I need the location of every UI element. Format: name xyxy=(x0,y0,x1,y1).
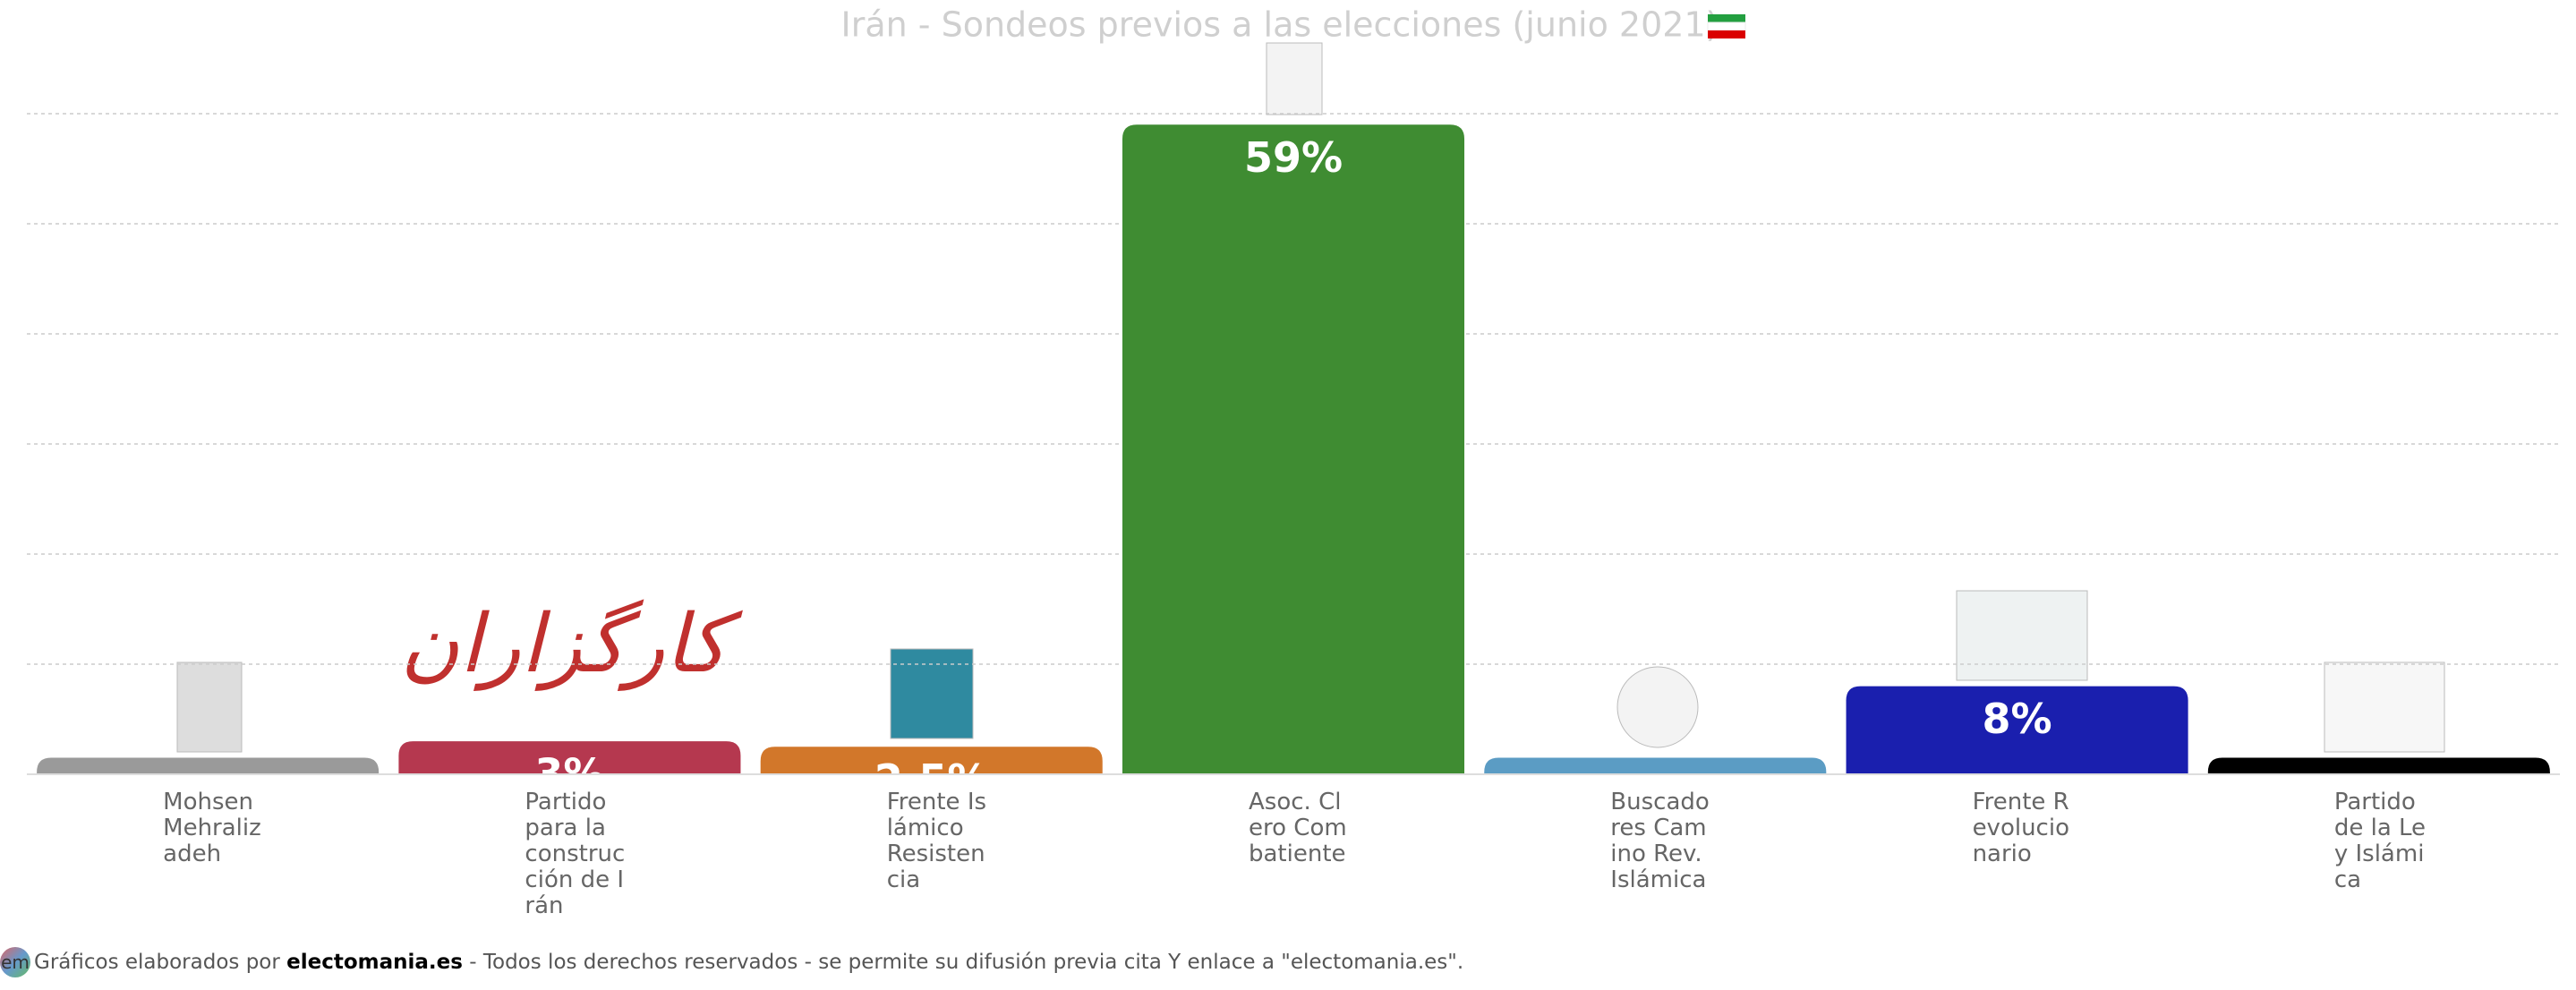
chart: Irán - Sondeos previos a las elecciones … xyxy=(27,5,2560,804)
x-tick-label: Buscadores Camino Rev. Islámica xyxy=(1610,789,1710,893)
footer-suffix: - Todos los derechos reservados - se per… xyxy=(462,951,1464,974)
bar xyxy=(1122,124,1465,774)
bar xyxy=(1846,686,2188,774)
bar xyxy=(760,747,1103,774)
value-label: 3% xyxy=(534,750,604,798)
bar xyxy=(2207,757,2550,774)
value-label: 8% xyxy=(1983,695,2052,743)
party-logo-script: ﮐﺎﺭﮔﺰﺍﺭﺍﻥ xyxy=(400,597,743,691)
x-tick-label: Mohsen Mehralizadeh xyxy=(163,789,261,867)
x-tick-label: Asoc. Clero Combatiente xyxy=(1249,789,1347,867)
footer-logo: em xyxy=(0,947,30,977)
footer: em Gráficos elaborados por electomania.e… xyxy=(0,947,1463,977)
x-tick-label: Frente Islámico Resistencia xyxy=(886,789,987,893)
chart-title: Irán - Sondeos previos a las elecciones … xyxy=(841,5,1719,45)
x-tick-label: Frente Revolucionario xyxy=(1972,789,2069,867)
bar xyxy=(37,757,380,774)
footer-prefix: Gráficos elaborados por xyxy=(34,951,287,974)
x-tick-label: Partido de la Ley Islámica xyxy=(2333,789,2427,893)
x-tick-label: Partido para la construcción de Irán xyxy=(525,789,626,919)
bar xyxy=(398,741,741,774)
value-label: 2.5% xyxy=(874,755,989,804)
flag xyxy=(1707,14,1746,38)
party-logos xyxy=(176,42,2445,753)
value-label: 59% xyxy=(1244,133,1343,182)
bar xyxy=(1484,757,1827,774)
bars: 3% 2.5% 59% 8% xyxy=(37,124,2550,804)
footer-brand[interactable]: electomania.es xyxy=(286,951,463,974)
